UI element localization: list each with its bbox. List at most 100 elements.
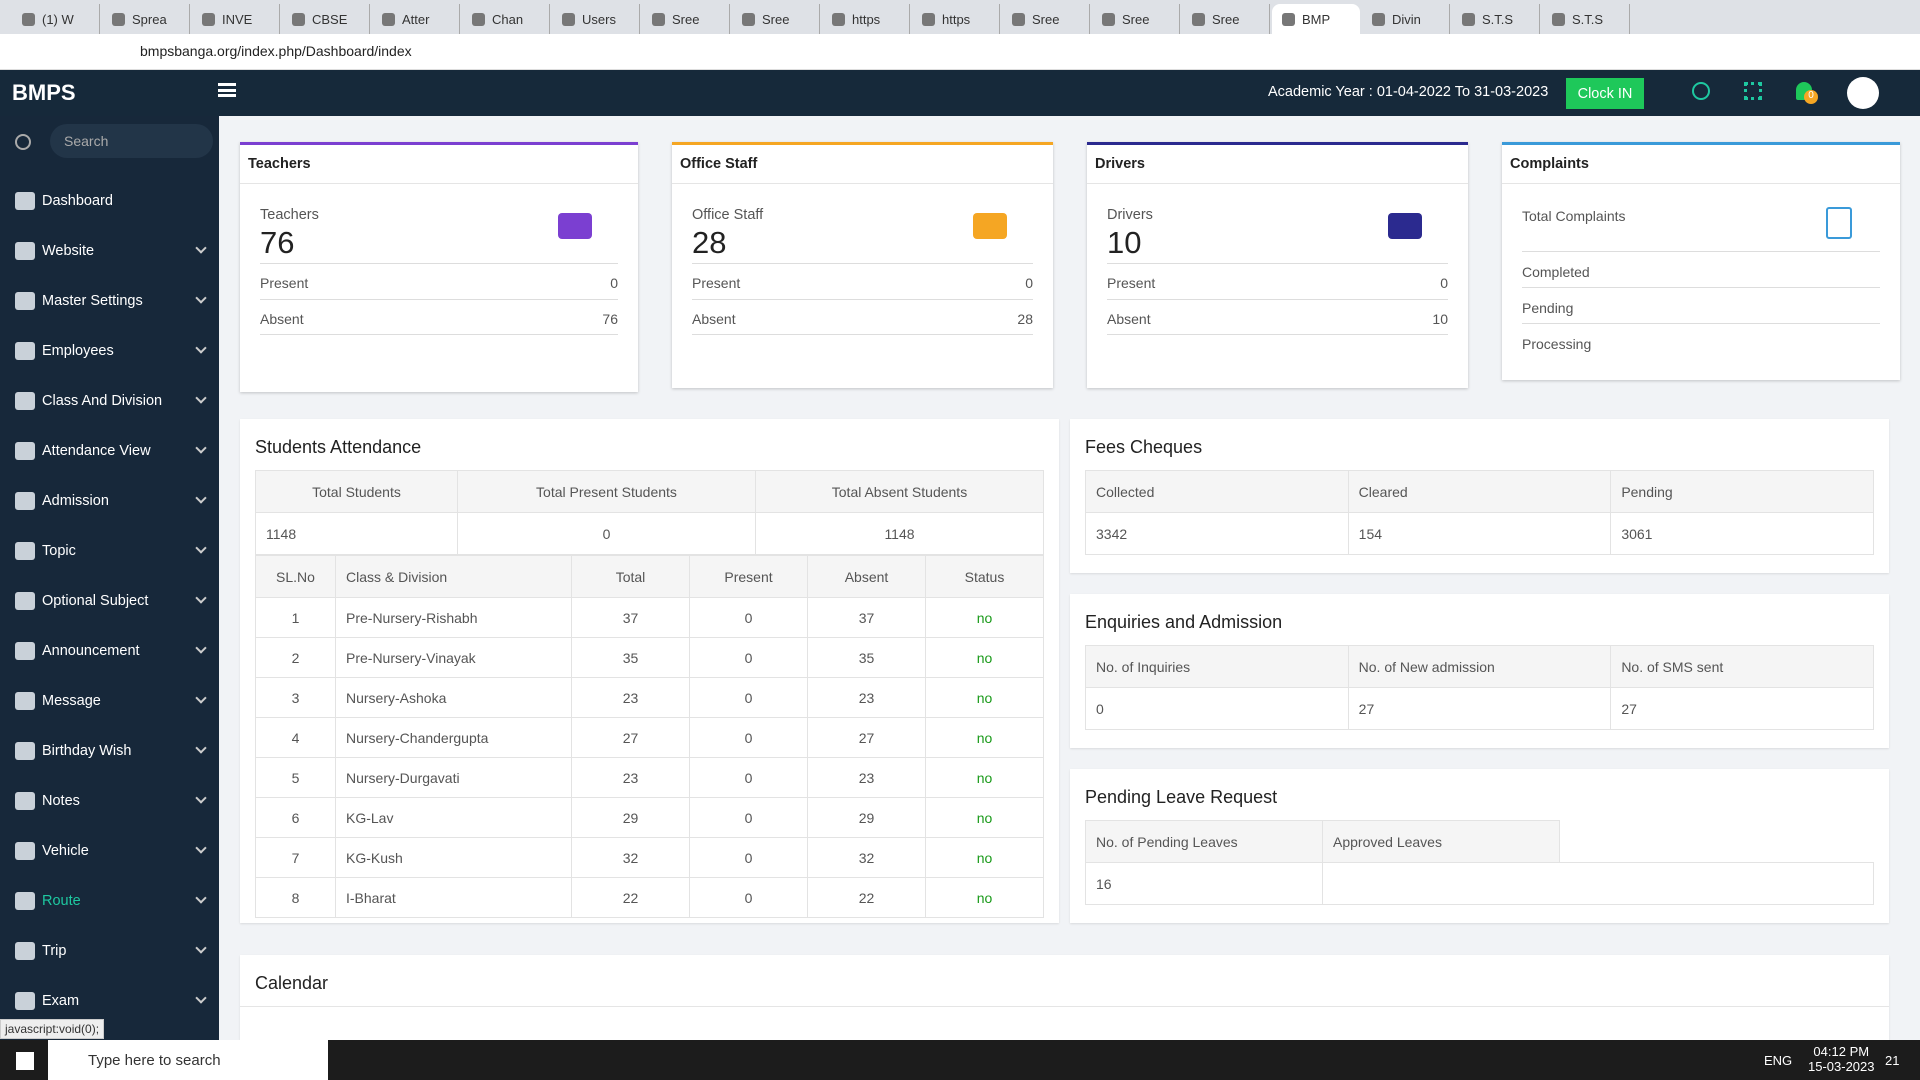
menu-icon — [15, 692, 35, 710]
menu-item[interactable]: Topic — [0, 528, 219, 578]
language: ENG — [1764, 1053, 1793, 1068]
menu-item[interactable]: Vehicle — [0, 828, 219, 878]
summary-table: Total Students Total Present Students Tota… — [255, 470, 1045, 555]
clock-in-button[interactable]: Clock IN — [1566, 78, 1644, 109]
summary-header-cell: Total Absent Students — [754, 470, 1045, 513]
browser-tab[interactable]: S.T.S — [1542, 4, 1630, 34]
attendance-row: 8 I-Bharat 22 0 22 no — [255, 877, 1044, 918]
card-label: Total Complaints — [1522, 208, 1626, 224]
menu-toggle[interactable] — [218, 83, 236, 97]
card-row: Absent 28 — [692, 299, 1033, 335]
summary-cell: 1148 — [255, 512, 458, 555]
complaint-item: Processing — [1522, 323, 1880, 359]
info-header: No. of Inquiries No. of New admission No. … — [1085, 645, 1874, 688]
search-input[interactable]: Search — [50, 124, 213, 158]
attendance-cell: 0 — [689, 837, 808, 878]
browser-tab[interactable]: https — [822, 4, 910, 34]
browser-tab[interactable]: https — [912, 4, 1000, 34]
url[interactable]: bmpsbanga.org/index.php/Dashboard/index — [140, 43, 412, 59]
tab-title: Sree — [1122, 12, 1150, 27]
attendance-cell: Pre-Nursery-Vinayak — [335, 637, 572, 678]
menu-item[interactable]: Notes — [0, 778, 219, 828]
menu-icon — [15, 592, 35, 610]
menu-item[interactable]: Exam — [0, 978, 219, 1028]
menu-item[interactable]: Website — [0, 228, 219, 278]
menu-item[interactable]: Dashboard — [0, 178, 219, 228]
taskbar-search[interactable]: Type here to search — [48, 1040, 328, 1080]
tab-icon — [562, 13, 575, 26]
tab-title: Sree — [672, 12, 700, 27]
menu-label: Admission — [42, 493, 109, 509]
apps-icon[interactable] — [1744, 82, 1762, 100]
browser-tab[interactable]: S.T.S — [1452, 4, 1540, 34]
browser-tab[interactable]: INVE — [192, 4, 280, 34]
menu-item[interactable]: Master Settings — [0, 278, 219, 328]
menu-item[interactable]: Employees — [0, 328, 219, 378]
menu-icon — [15, 292, 35, 310]
attendance-cell: I-Bharat — [335, 877, 572, 918]
attendance-row: 4 Nursery-Chandergupta 27 0 27 no — [255, 717, 1044, 758]
summary-header-cell: Total Students — [255, 470, 458, 513]
menu-item[interactable]: Class And Division — [0, 378, 219, 428]
browser-tab[interactable]: Users — [552, 4, 640, 34]
browser-tab[interactable]: Sree — [1002, 4, 1090, 34]
menu-item[interactable]: Route — [0, 878, 219, 928]
attendance-header-cell: Total — [571, 555, 690, 598]
browser-tab[interactable]: Atter — [372, 4, 460, 34]
browser-tab[interactable]: CBSE — [282, 4, 370, 34]
start-button[interactable] — [16, 1052, 34, 1070]
info-row: 16 — [1085, 862, 1874, 905]
chevron — [195, 642, 207, 654]
info-cell: 27 — [1610, 687, 1874, 730]
menu-item[interactable]: Optional Subject — [0, 578, 219, 628]
row-label: Absent — [260, 311, 304, 327]
menu-icon — [15, 442, 35, 460]
menu-item[interactable]: Trip — [0, 928, 219, 978]
card-title: Teachers — [240, 145, 638, 184]
menu-label: Route — [42, 893, 81, 909]
attendance-cell: 7 — [255, 837, 336, 878]
tab-title: INVE — [222, 12, 253, 27]
browser-tab[interactable]: Divin — [1362, 4, 1450, 34]
menu-item[interactable]: Admission — [0, 478, 219, 528]
menu-item[interactable]: Announcement — [0, 628, 219, 678]
menu-item[interactable]: Message — [0, 678, 219, 728]
browser-tab[interactable]: Sprea — [102, 4, 190, 34]
attendance-cell: 0 — [689, 877, 808, 918]
browser-tab[interactable]: BMP — [1272, 4, 1360, 34]
complaint-item: Completed — [1522, 251, 1880, 287]
attendance-cell: 0 — [689, 597, 808, 638]
attendance-cell: 29 — [571, 797, 690, 838]
browser-tab[interactable]: Sree — [1182, 4, 1270, 34]
chevron — [195, 342, 207, 354]
menu-item[interactable]: Attendance View — [0, 428, 219, 478]
chevron — [195, 992, 207, 1004]
info-header-cell: Approved Leaves — [1322, 820, 1560, 863]
row-label: Absent — [1107, 311, 1151, 327]
info-header: Collected Cleared Pending — [1085, 470, 1874, 513]
menu-icon — [15, 742, 35, 760]
attendance-cell: no — [925, 597, 1044, 638]
menu-icon — [15, 892, 35, 910]
menu-item[interactable]: Birthday Wish — [0, 728, 219, 778]
tab-title: Divin — [1392, 12, 1421, 27]
complaint-item: Pending — [1522, 287, 1880, 323]
menu-label: Website — [42, 243, 95, 259]
row-label: Absent — [692, 311, 736, 327]
attendance-header-cell: Present — [689, 555, 808, 598]
browser-tab[interactable]: Chan — [462, 4, 550, 34]
browser-tab[interactable]: Sree — [1092, 4, 1180, 34]
clock-icon[interactable] — [1692, 82, 1710, 100]
attendance-cell: 32 — [571, 837, 690, 878]
browser-tab[interactable]: (1) W — [12, 4, 100, 34]
browser-tab[interactable]: Sree — [642, 4, 730, 34]
attendance-cell: 22 — [807, 877, 926, 918]
browser-tab[interactable]: Sree — [732, 4, 820, 34]
notifications[interactable]: 21 — [1885, 1053, 1900, 1068]
chevron — [195, 542, 207, 554]
avatar[interactable] — [1847, 77, 1879, 109]
info-header-cell: No. of SMS sent — [1610, 645, 1874, 688]
card-count: 10 — [1107, 225, 1142, 260]
tab-icon — [832, 13, 845, 26]
attendance-cell: 1 — [255, 597, 336, 638]
